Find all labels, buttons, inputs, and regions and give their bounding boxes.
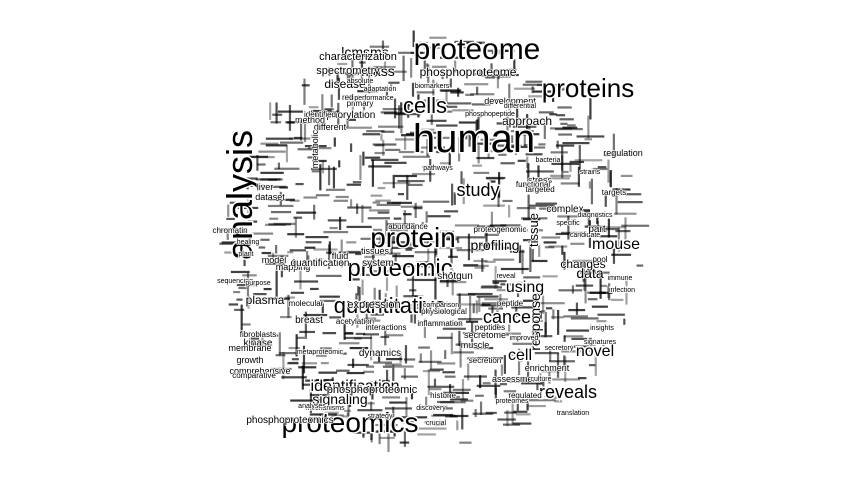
cloud-word-phosphopeptide: phosphopeptide <box>465 111 515 118</box>
cloud-word-enrichment: enrichment <box>525 363 570 373</box>
cloud-word-dataset: dataset <box>255 192 285 202</box>
cloud-word-fibroblasts: fibroblasts <box>240 330 276 339</box>
cloud-word-reveal: reveal <box>496 273 516 280</box>
cloud-word-improved: improved <box>510 335 539 342</box>
cloud-word-proteomes: proteomes <box>495 398 529 405</box>
cloud-word-phosphoproteome: phosphoproteome <box>420 65 517 79</box>
cloud-word-breast: breast <box>295 315 323 326</box>
cloud-word-characterization: characterization <box>319 51 397 63</box>
cloud-word-plasma: plasma <box>246 293 285 307</box>
cloud-word-specific: specific <box>556 220 580 227</box>
cloud-word-profiling: profiling <box>470 237 519 253</box>
cloud-word-metaproteomic: metaproteomic <box>297 349 344 356</box>
cloud-word-pool: pool <box>592 255 607 264</box>
cloud-word-pathways: pathways <box>423 165 453 172</box>
cloud-word-inflammation: inflammation <box>417 319 462 328</box>
cloud-word-response: response <box>527 293 543 351</box>
cloud-word-abundance: abundance <box>388 222 428 231</box>
cloud-word-culture: culture <box>530 376 551 383</box>
cloud-word-model: model <box>262 255 287 265</box>
cloud-word-spectrometry: spectrometry <box>316 65 380 77</box>
cloud-word-insights: insights <box>590 325 614 332</box>
cloud-word-dynamics: dynamics <box>359 348 401 359</box>
cloud-word-biomarkers: biomarkers <box>415 83 450 90</box>
cloud-word-diagnostics: diagnostics <box>577 212 613 219</box>
cloud-word-phosphoproteomic: phosphoproteomic <box>327 384 418 396</box>
cloud-word-part: part <box>588 224 605 235</box>
cloud-word-secretion: secretion <box>469 356 501 365</box>
cloud-word-performance: performance <box>354 95 393 102</box>
cloud-word-infection: infection <box>609 287 635 294</box>
cloud-word-differential: differential <box>504 103 537 110</box>
cloud-word-plant: plant <box>238 251 253 258</box>
cloud-word-absolute: absolute <box>347 78 374 85</box>
cloud-word-interactions: interactions <box>366 323 407 332</box>
cloud-word-strains: strains <box>580 169 601 176</box>
cloud-word-regulation: regulation <box>603 148 643 158</box>
cloud-word-peptide: peptide <box>497 299 524 308</box>
cloud-word-targeted: targeted <box>525 185 554 194</box>
cloud-word-proteins: proteins <box>542 73 635 103</box>
cloud-word-signatures: signatures <box>584 339 617 346</box>
cloud-word-liver: liver <box>257 182 274 192</box>
cloud-word-peptides: peptides <box>475 323 505 332</box>
cloud-word-molecular: molecular <box>289 299 324 308</box>
cloud-word-comparative: comparative <box>232 371 276 380</box>
cloud-word-crucial: crucial <box>426 420 447 427</box>
cloud-word-adaptation: adaptation <box>364 86 397 93</box>
cloud-word-fluid: fluid <box>332 251 349 261</box>
cloud-word-shotgun: shotgun <box>437 271 473 282</box>
cloud-word-tissues: tissues <box>361 246 390 256</box>
cloud-word-system: system <box>362 258 394 269</box>
cloud-word-tissue: tissue <box>526 213 541 247</box>
cloud-word-targets: targets <box>602 188 626 197</box>
cloud-word-metabolic: metabolic <box>310 129 320 168</box>
cloud-word-proteogenomic: proteogenomic <box>474 225 527 234</box>
cloud-word-growth: growth <box>236 355 263 365</box>
cloud-word-proteome: proteome <box>414 33 541 66</box>
cloud-word-secretory: secretory <box>545 345 574 352</box>
cloud-word-healing: healing <box>237 239 260 246</box>
cloud-word-immune: immune <box>608 275 633 282</box>
cloud-word-strategy: strategy <box>368 413 393 420</box>
cloud-word-comparison: comparison <box>423 302 459 309</box>
cloud-word-reveals: reveals <box>539 382 597 402</box>
cloud-word-muscle: muscle <box>461 340 490 350</box>
cloud-word-purpose: purpose <box>245 280 270 287</box>
cloud-word-discovery: discovery <box>416 405 446 412</box>
cloud-word-cells: cells <box>403 93 447 118</box>
cloud-word-histone: histone <box>430 391 456 400</box>
cloud-word-phosphoproteomics: phosphoproteomics <box>246 415 333 426</box>
cloud-word-analyses: analyses <box>298 403 326 410</box>
cloud-word-membrane: membrane <box>228 343 271 353</box>
cloud-word-chromatin: chromatin <box>212 226 247 235</box>
cloud-word-expression: expression <box>347 299 400 311</box>
cloud-word-bacteria: bacteria <box>536 157 561 164</box>
cloud-word-translation: translation <box>557 410 589 417</box>
cloud-word-study: study <box>456 180 499 200</box>
